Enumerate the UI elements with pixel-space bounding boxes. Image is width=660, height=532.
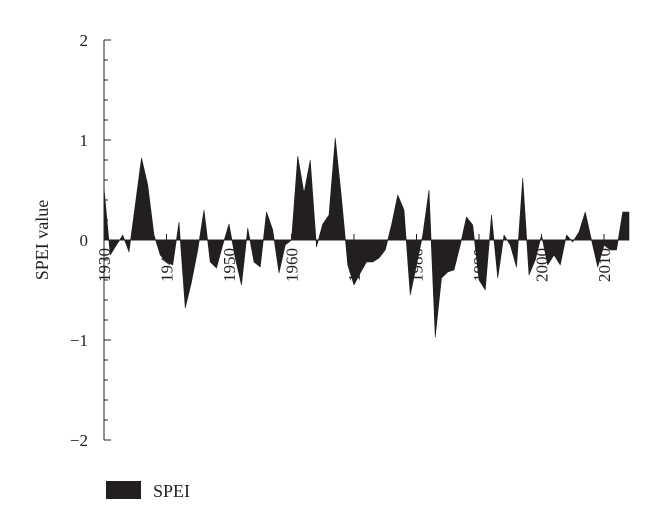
legend-label-spei: SPEI [153,481,190,501]
legend: SPEI [106,481,190,501]
x-tick-label: 1980 [408,248,427,282]
x-tick-label: 1950 [220,248,239,282]
x-tick-label: 1970 [345,248,364,282]
y-axis-title: SPEI value [32,200,52,281]
x-tick-label: 1940 [158,248,177,282]
x-tick-label: 2010 [595,248,614,282]
axes [103,39,629,441]
x-tick-label: 1990 [470,248,489,282]
spei-area-group [103,137,630,338]
y-tick-label: 0 [80,231,89,250]
spei-area [103,137,630,338]
y-tick-labels: 2 1 0 −1 −2 [70,31,88,450]
y-tick-label: 1 [80,131,89,150]
y-tick-label: 2 [80,31,89,50]
y-tick-label: −2 [70,431,88,450]
x-tick-label: 1930 [95,248,114,282]
x-tick-labels: 1930 1940 1950 1960 1970 1980 1990 2000 2010 [95,248,614,282]
x-tick-label: 2000 [533,248,552,282]
x-tick-label: 1960 [283,248,302,282]
y-tick-label: −1 [70,331,88,350]
legend-swatch [106,481,141,499]
